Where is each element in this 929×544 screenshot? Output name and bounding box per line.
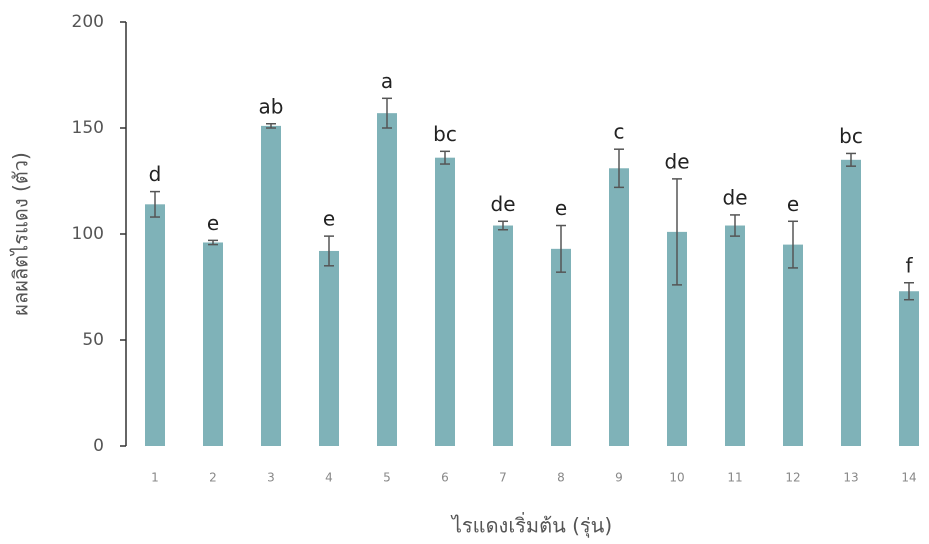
x-tick-label: 5 [383, 471, 391, 485]
significance-letter: de [723, 185, 748, 209]
x-tick-label: 10 [669, 471, 684, 485]
bar [783, 245, 803, 446]
significance-letter: c [614, 120, 625, 144]
x-tick-label: 14 [901, 471, 916, 485]
y-tick-label: 100 [72, 224, 104, 244]
bar [145, 204, 165, 446]
x-tick-label: 8 [557, 471, 565, 485]
significance-letter: bc [839, 124, 863, 148]
bar [725, 226, 745, 446]
x-tick-label: 7 [499, 471, 507, 485]
x-tick-label: 6 [441, 471, 449, 485]
significance-letter: bc [433, 122, 457, 146]
significance-letter: f [905, 253, 913, 277]
bar [261, 126, 281, 446]
significance-letter: de [491, 192, 516, 216]
bar [899, 291, 919, 446]
significance-letter: de [665, 149, 690, 173]
bar [609, 168, 629, 446]
x-tick-label: 9 [615, 471, 623, 485]
x-axis-title: ไรแดงเริ่มต้น (รุ่น) [450, 512, 612, 539]
y-tick-label: 200 [72, 12, 104, 32]
significance-letter: e [207, 211, 219, 235]
significance-letter: e [787, 192, 799, 216]
y-tick-label: 50 [82, 330, 104, 350]
bar [493, 226, 513, 446]
bar [377, 113, 397, 446]
bar [841, 160, 861, 446]
x-tick-label: 12 [785, 471, 800, 485]
x-tick-label: 11 [727, 471, 742, 485]
y-tick-label: 150 [72, 118, 104, 138]
y-tick-label: 0 [93, 436, 104, 456]
bar [435, 158, 455, 446]
x-tick-label: 2 [209, 471, 217, 485]
x-tick-label: 4 [325, 471, 333, 485]
x-tick-label: 13 [843, 471, 858, 485]
bar [551, 249, 571, 446]
significance-letter: d [149, 162, 162, 186]
bar [203, 242, 223, 446]
significance-letter: a [381, 69, 393, 93]
y-axis-title: ผลผลิตไรแดง (ตัว) [9, 152, 33, 316]
bar [319, 251, 339, 446]
x-tick-label: 1 [151, 471, 159, 485]
significance-letter: ab [259, 94, 284, 118]
x-tick-label: 3 [267, 471, 275, 485]
page: ผลผลิตไรแดง (ตัว) ไรแดงเริ่มต้น (รุ่น) 0… [0, 0, 929, 544]
significance-letter: e [323, 207, 335, 231]
chart: ผลผลิตไรแดง (ตัว) ไรแดงเริ่มต้น (รุ่น) 0… [0, 0, 929, 544]
significance-letter: e [555, 196, 567, 220]
